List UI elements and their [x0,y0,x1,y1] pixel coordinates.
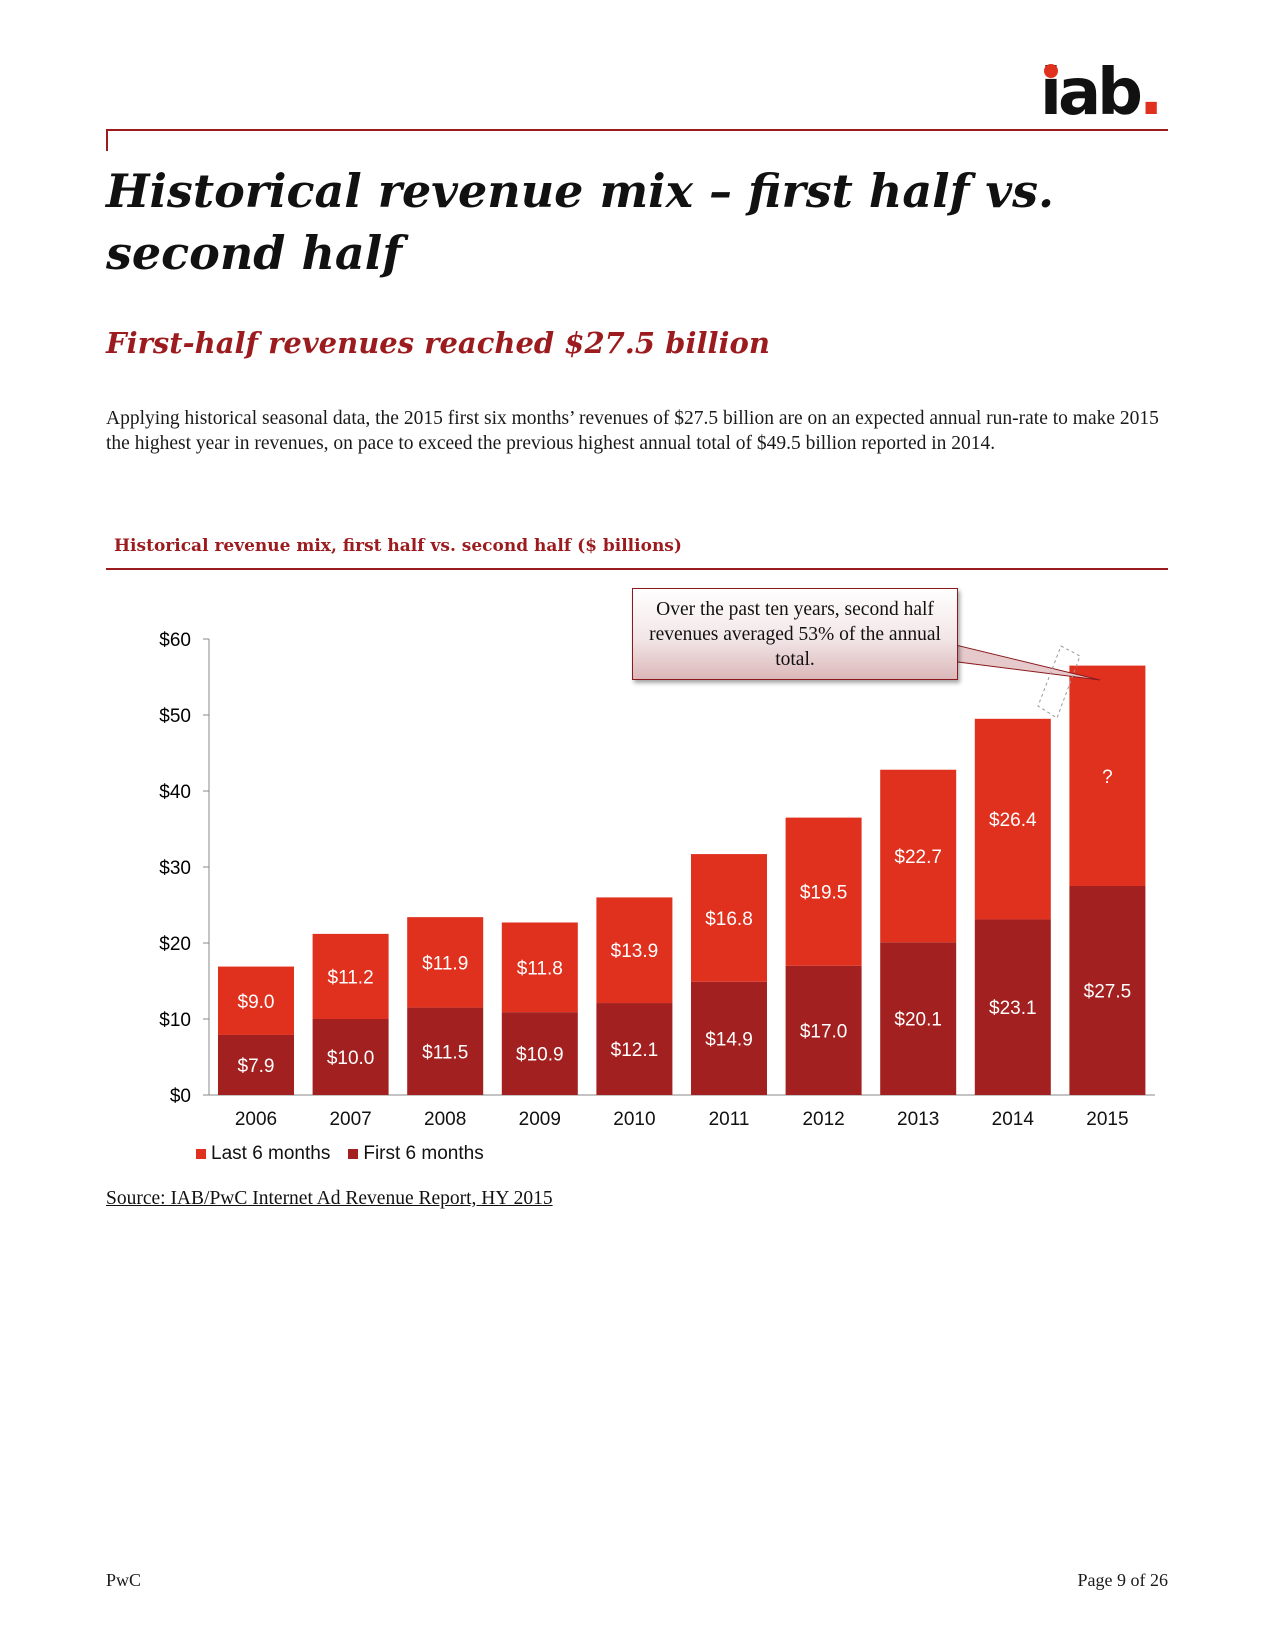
data-label-first-6-months: $10.9 [516,1045,564,1066]
section-subtitle: First-half revenues reached $27.5 billio… [106,326,770,360]
legend-swatch-last6 [196,1149,206,1159]
bar-first-6-months [407,1007,484,1095]
y-tick-label: $0 [170,1086,191,1107]
data-label-last-6-months: ? [1102,767,1113,788]
header-rule-tick [106,129,108,151]
bar-first-6-months [974,919,1051,1095]
bar-first-6-months [880,942,957,1095]
bar-first-6-months [218,1034,294,1095]
data-label-first-6-months: $7.9 [238,1056,275,1077]
y-tick-label: $40 [159,782,191,803]
data-label-last-6-months: $19.5 [800,883,848,904]
data-label-last-6-months: $22.7 [894,847,942,868]
y-tick-label: $50 [159,706,191,727]
logo-dot-accent [1044,64,1058,78]
bar-last-6-months [880,769,957,943]
bar-first-6-months [312,1019,389,1095]
bar-last-6-months [218,966,294,1035]
bar-last-6-months [501,922,578,1013]
bar-last-6-months [691,854,767,982]
bar-last-6-months [1069,665,1146,886]
bar-last-6-months [785,817,862,966]
data-label-last-6-months: $9.0 [238,992,275,1013]
x-tick-label: 2013 [897,1109,939,1130]
data-label-last-6-months: $16.8 [705,909,753,930]
data-label-first-6-months: $11.5 [422,1042,468,1063]
bar-last-6-months [407,917,484,1008]
data-label-last-6-months: $11.9 [422,953,468,974]
x-tick-label: 2014 [992,1109,1035,1130]
bar-first-6-months [1069,886,1146,1095]
legend-label-last6: Last 6 months [211,1143,331,1164]
data-label-last-6-months: $13.9 [611,941,659,962]
chart-legend: Last 6 months First 6 months [196,1143,484,1165]
x-tick-label: 2012 [802,1109,844,1130]
bar-first-6-months [501,1012,578,1095]
data-label-first-6-months: $10.0 [327,1048,375,1069]
data-label-first-6-months: $23.1 [989,998,1037,1019]
body-paragraph: Applying historical seasonal data, the 2… [106,408,1159,454]
x-tick-label: 2010 [613,1109,655,1130]
torn-bar-marker [1037,645,1081,719]
bar-first-6-months [691,981,767,1095]
bar-last-6-months [312,933,389,1019]
x-tick-label: 2009 [519,1109,561,1130]
data-label-first-6-months: $14.9 [705,1029,753,1050]
y-tick-label: $30 [159,858,191,879]
x-tick-label: 2011 [709,1109,750,1130]
chart-heading-rule [106,568,1168,570]
data-label-first-6-months: $12.1 [611,1040,659,1061]
data-label-last-6-months: $26.4 [989,810,1037,831]
x-tick-label: 2006 [235,1109,277,1130]
legend-label-first6: First 6 months [363,1143,484,1164]
callout-box: Over the past ten years, second half rev… [632,588,958,680]
y-tick-label: $60 [159,630,191,651]
legend-swatch-first6 [348,1149,359,1159]
source-note: Source: IAB/PwC Internet Ad Revenue Repo… [106,1188,553,1209]
footer-left: PwC [106,1570,142,1590]
x-tick-label: 2008 [424,1109,466,1130]
footer-right: Page 9 of 26 [1077,1570,1168,1590]
data-label-first-6-months: $27.5 [1084,982,1132,1003]
iab-logo: iab. [1040,58,1170,128]
data-label-last-6-months: $11.8 [517,958,563,979]
bar-first-6-months [785,965,862,1095]
bar-last-6-months [974,718,1051,920]
y-tick-label: $20 [159,934,191,955]
x-tick-label: 2015 [1086,1109,1128,1130]
data-label-first-6-months: $20.1 [894,1010,942,1031]
bar-last-6-months [596,897,673,1004]
header-rule [106,129,1168,131]
legend-item-last6: Last 6 months [196,1143,330,1165]
data-label-last-6-months: $11.2 [328,967,374,988]
page-title: Historical revenue mix – first half vs. … [106,164,1055,280]
legend-item-first6: First 6 months [348,1143,484,1165]
x-tick-label: 2007 [329,1109,371,1130]
callout-pointer [933,639,1101,681]
data-label-first-6-months: $17.0 [800,1021,848,1042]
y-tick-label: $10 [159,1010,191,1031]
bar-first-6-months [596,1003,673,1095]
chart-heading: Historical revenue mix, first half vs. s… [114,536,682,556]
